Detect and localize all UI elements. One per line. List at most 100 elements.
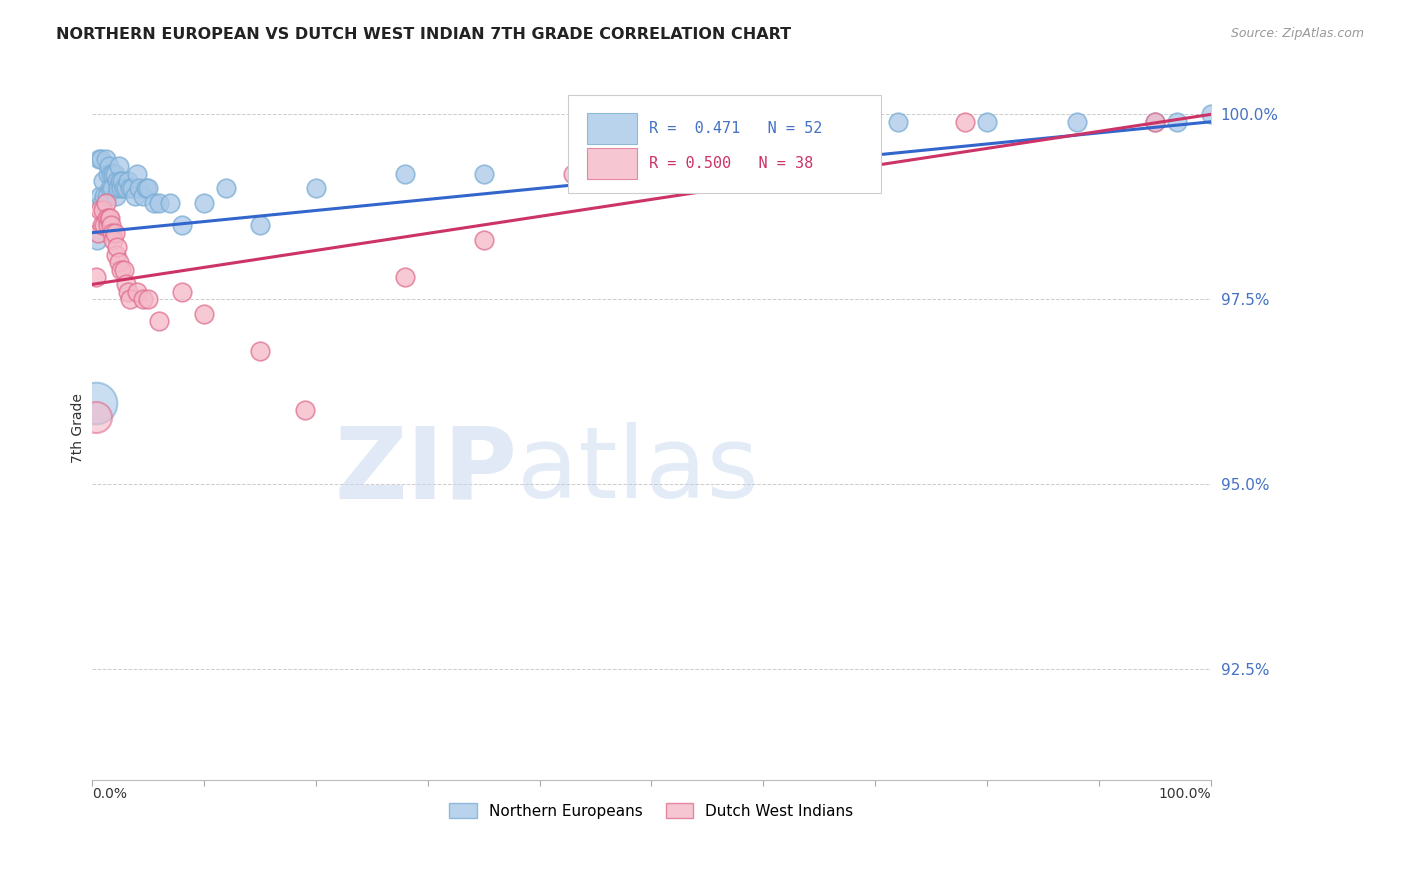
Point: [84, 410, 107, 425]
Point: [103, 233, 125, 247]
Point: [110, 262, 132, 277]
Point: [114, 277, 136, 292]
Point: [976, 115, 998, 129]
Text: 0.0%: 0.0%: [93, 787, 127, 801]
Point: [148, 196, 170, 211]
Text: R =  0.471   N = 52: R = 0.471 N = 52: [650, 120, 823, 136]
Point: [117, 174, 139, 188]
Point: [93, 203, 115, 218]
Point: [136, 181, 159, 195]
Point: [472, 233, 495, 247]
Point: [96, 188, 118, 202]
Point: [131, 292, 153, 306]
Point: [100, 167, 122, 181]
FancyBboxPatch shape: [586, 112, 637, 145]
Point: [96, 211, 118, 225]
Point: [135, 181, 157, 195]
Point: [111, 174, 134, 188]
Point: [1143, 115, 1166, 129]
Point: [89, 188, 111, 202]
Point: [100, 219, 122, 233]
Point: [101, 226, 124, 240]
Point: [120, 292, 142, 306]
Point: [91, 196, 114, 211]
Point: [136, 292, 159, 306]
Point: [170, 285, 193, 299]
Point: [148, 314, 170, 328]
Point: [193, 196, 215, 211]
Point: [97, 167, 120, 181]
Point: [953, 115, 976, 129]
FancyBboxPatch shape: [586, 148, 637, 179]
Point: [696, 115, 718, 129]
Point: [97, 219, 120, 233]
Point: [94, 196, 117, 211]
Point: [294, 403, 316, 417]
Point: [89, 203, 111, 218]
Point: [103, 226, 125, 240]
Point: [640, 115, 662, 129]
Point: [93, 219, 115, 233]
Point: [101, 181, 124, 195]
Point: [98, 211, 121, 225]
Point: [215, 181, 238, 195]
Point: [97, 159, 120, 173]
Point: [93, 174, 115, 188]
Point: [94, 152, 117, 166]
Point: [108, 159, 131, 173]
Point: [91, 219, 114, 233]
Point: [472, 167, 495, 181]
Point: [103, 167, 125, 181]
Point: [103, 167, 125, 181]
Point: [1066, 115, 1088, 129]
Text: 100.0%: 100.0%: [1159, 787, 1211, 801]
Point: [170, 219, 193, 233]
Point: [97, 211, 120, 225]
Point: [142, 196, 165, 211]
Point: [249, 219, 271, 233]
Point: [808, 115, 831, 129]
Point: [86, 233, 108, 247]
Point: [87, 152, 110, 166]
Point: [108, 255, 131, 269]
Point: [90, 152, 112, 166]
Point: [114, 181, 136, 195]
Point: [110, 181, 132, 195]
Point: [105, 240, 128, 254]
Point: [131, 188, 153, 202]
Point: [117, 285, 139, 299]
Point: [159, 196, 181, 211]
Point: [1199, 107, 1222, 121]
Point: [108, 174, 131, 188]
Point: [1143, 115, 1166, 129]
Point: [394, 270, 416, 285]
Point: [107, 181, 129, 195]
Point: [87, 226, 110, 240]
Point: [121, 181, 143, 195]
Point: [104, 188, 127, 202]
Text: NORTHERN EUROPEAN VS DUTCH WEST INDIAN 7TH GRADE CORRELATION CHART: NORTHERN EUROPEAN VS DUTCH WEST INDIAN 7…: [56, 27, 792, 42]
Point: [84, 395, 107, 409]
Text: ZIP: ZIP: [335, 422, 517, 519]
Legend: Northern Europeans, Dutch West Indians: Northern Europeans, Dutch West Indians: [443, 797, 859, 824]
Point: [120, 181, 142, 195]
Point: [125, 285, 148, 299]
Text: atlas: atlas: [517, 422, 759, 519]
Point: [305, 181, 328, 195]
Point: [112, 181, 135, 195]
Point: [112, 262, 135, 277]
Point: [105, 174, 128, 188]
Y-axis label: 7th Grade: 7th Grade: [72, 393, 86, 464]
Point: [93, 188, 115, 202]
Point: [125, 167, 148, 181]
Text: Source: ZipAtlas.com: Source: ZipAtlas.com: [1230, 27, 1364, 40]
Point: [249, 343, 271, 358]
Point: [104, 248, 127, 262]
Text: R = 0.500   N = 38: R = 0.500 N = 38: [650, 156, 814, 171]
FancyBboxPatch shape: [568, 95, 880, 194]
Point: [98, 181, 121, 195]
Point: [394, 167, 416, 181]
Point: [84, 270, 107, 285]
Point: [128, 181, 150, 195]
Point: [808, 115, 831, 129]
